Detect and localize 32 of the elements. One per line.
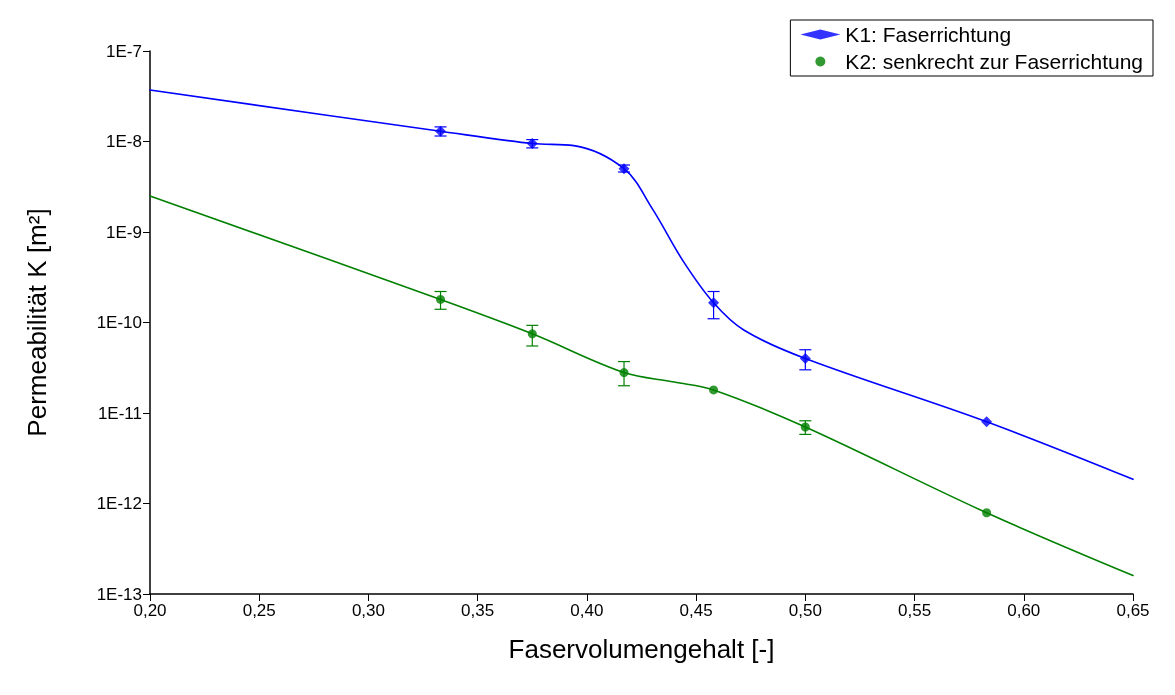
y-tick-label: 1E-11	[97, 403, 142, 423]
x-tick-label: 0,45	[679, 601, 713, 620]
legend-label: K2: senkrecht zur Faserrichtung	[845, 50, 1144, 73]
point	[800, 422, 810, 432]
x-tick-label: 0,55	[898, 601, 932, 620]
x-axis-title: Faservolumengehalt [-]	[508, 634, 775, 664]
y-tick-label: 1E-13	[96, 584, 142, 604]
x-tick-label: 0,20	[133, 601, 167, 620]
point	[527, 329, 537, 339]
x-tick-label: 0,60	[1007, 601, 1041, 620]
x-tick-label: 0,35	[461, 601, 495, 620]
point	[982, 508, 992, 518]
y-tick-label: 1E-12	[96, 494, 142, 513]
point	[708, 297, 720, 309]
point	[436, 294, 446, 304]
y-tick-label: 1E-7	[106, 41, 142, 61]
y-tick-label: 1E-9	[106, 222, 142, 242]
x-tick-label: 0,65	[1116, 601, 1150, 620]
line-series	[149, 89, 1134, 481]
legend-label: K1: Faserrichtung	[845, 23, 1012, 46]
y-axis-title: Permeabilität K [m²]	[22, 208, 52, 437]
point	[981, 416, 993, 428]
line-series	[149, 195, 1134, 577]
x-tick-label: 0,25	[242, 601, 276, 620]
point	[619, 368, 629, 378]
point	[709, 385, 719, 395]
x-tick-label: 0,30	[351, 601, 385, 620]
y-tick-label: 1E-8	[106, 132, 142, 151]
x-tick-label: 0,50	[788, 601, 822, 620]
point	[799, 353, 811, 365]
y-tick-label: 1E-10	[96, 313, 142, 332]
x-tick-label: 0,40	[570, 601, 604, 620]
